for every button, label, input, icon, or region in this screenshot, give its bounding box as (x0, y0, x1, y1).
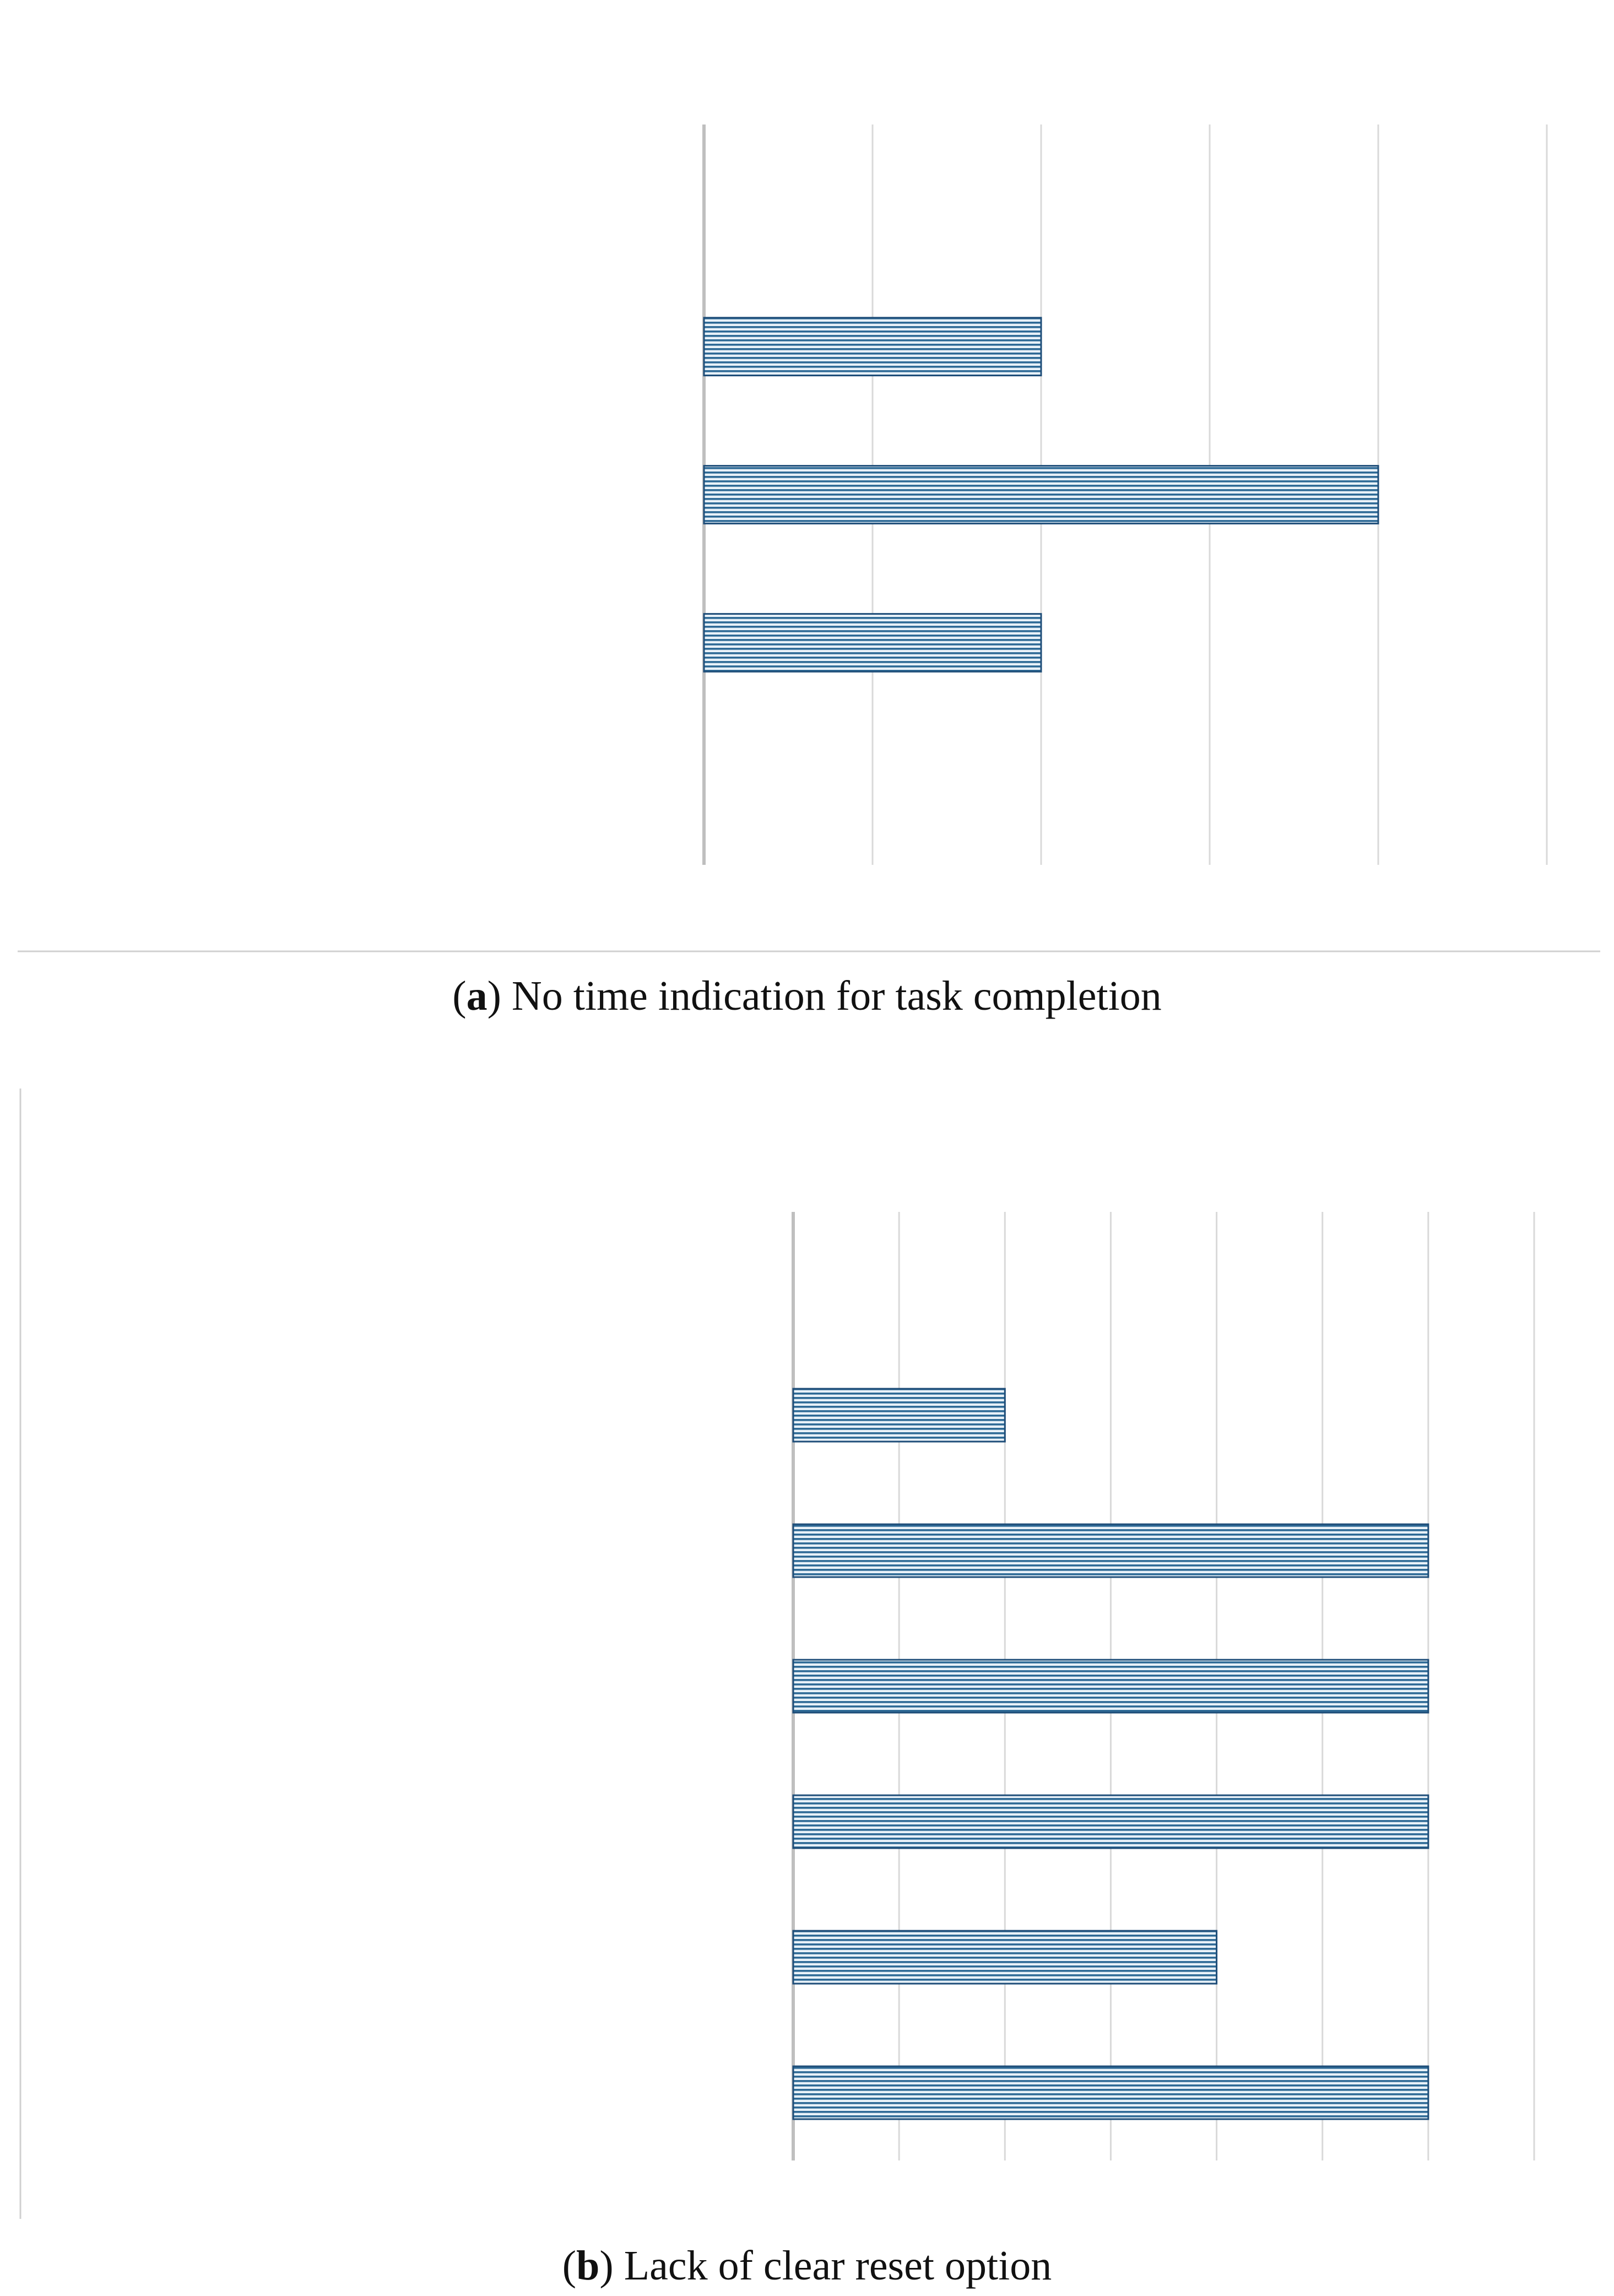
bar (792, 1659, 1429, 1714)
caption-a-letter: a (466, 973, 488, 1019)
bar (703, 465, 1379, 524)
chart-h3-user-control (19, 1089, 1535, 2219)
caption-b-letter: b (576, 2243, 600, 2289)
bar (792, 1930, 1218, 1985)
bar (792, 2065, 1429, 2120)
chart-h1-visibility (18, 124, 1600, 952)
bar (703, 613, 1042, 673)
bar (703, 317, 1042, 377)
caption-a-text: No time indication for task completion (501, 973, 1162, 1019)
caption-b-text: Lack of clear reset option (613, 2243, 1052, 2289)
caption-b: (b) Lack of clear reset option (562, 2243, 1052, 2289)
caption-a: (a) No time indication for task completi… (452, 973, 1162, 1019)
bar (792, 1523, 1429, 1578)
bar (792, 1388, 1006, 1443)
bar (792, 1794, 1429, 1849)
